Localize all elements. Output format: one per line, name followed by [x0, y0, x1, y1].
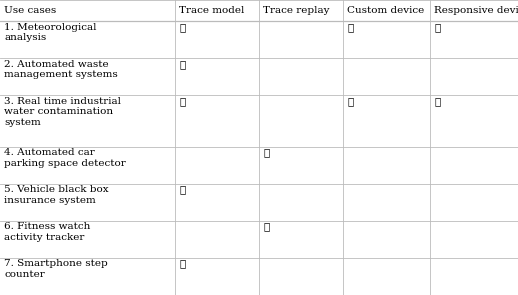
Text: 2. Automated waste
management systems: 2. Automated waste management systems — [4, 60, 118, 79]
Text: 3. Real time industrial
water contamination
system: 3. Real time industrial water contaminat… — [4, 97, 121, 127]
Text: 4. Automated car
parking space detector: 4. Automated car parking space detector — [4, 148, 126, 168]
Text: ✓: ✓ — [347, 23, 353, 32]
Text: ✓: ✓ — [179, 97, 185, 106]
Text: ✓: ✓ — [263, 148, 269, 157]
Text: 1. Meteorological
analysis: 1. Meteorological analysis — [4, 23, 97, 42]
Text: 5. Vehicle black box
insurance system: 5. Vehicle black box insurance system — [4, 185, 109, 205]
Text: Responsive device: Responsive device — [434, 6, 518, 15]
Text: ✓: ✓ — [347, 97, 353, 106]
Text: ✓: ✓ — [434, 23, 440, 32]
Text: Custom device: Custom device — [347, 6, 424, 15]
Text: Use cases: Use cases — [4, 6, 56, 15]
Text: ✓: ✓ — [179, 259, 185, 268]
Text: ✓: ✓ — [263, 222, 269, 231]
Text: 6. Fitness watch
activity tracker: 6. Fitness watch activity tracker — [4, 222, 91, 242]
Text: Trace replay: Trace replay — [263, 6, 329, 15]
Text: ✓: ✓ — [179, 60, 185, 69]
Text: ✓: ✓ — [179, 23, 185, 32]
Text: ✓: ✓ — [179, 185, 185, 194]
Text: ✓: ✓ — [434, 97, 440, 106]
Text: Trace model: Trace model — [179, 6, 244, 15]
Text: 7. Smartphone step
counter: 7. Smartphone step counter — [4, 259, 108, 279]
